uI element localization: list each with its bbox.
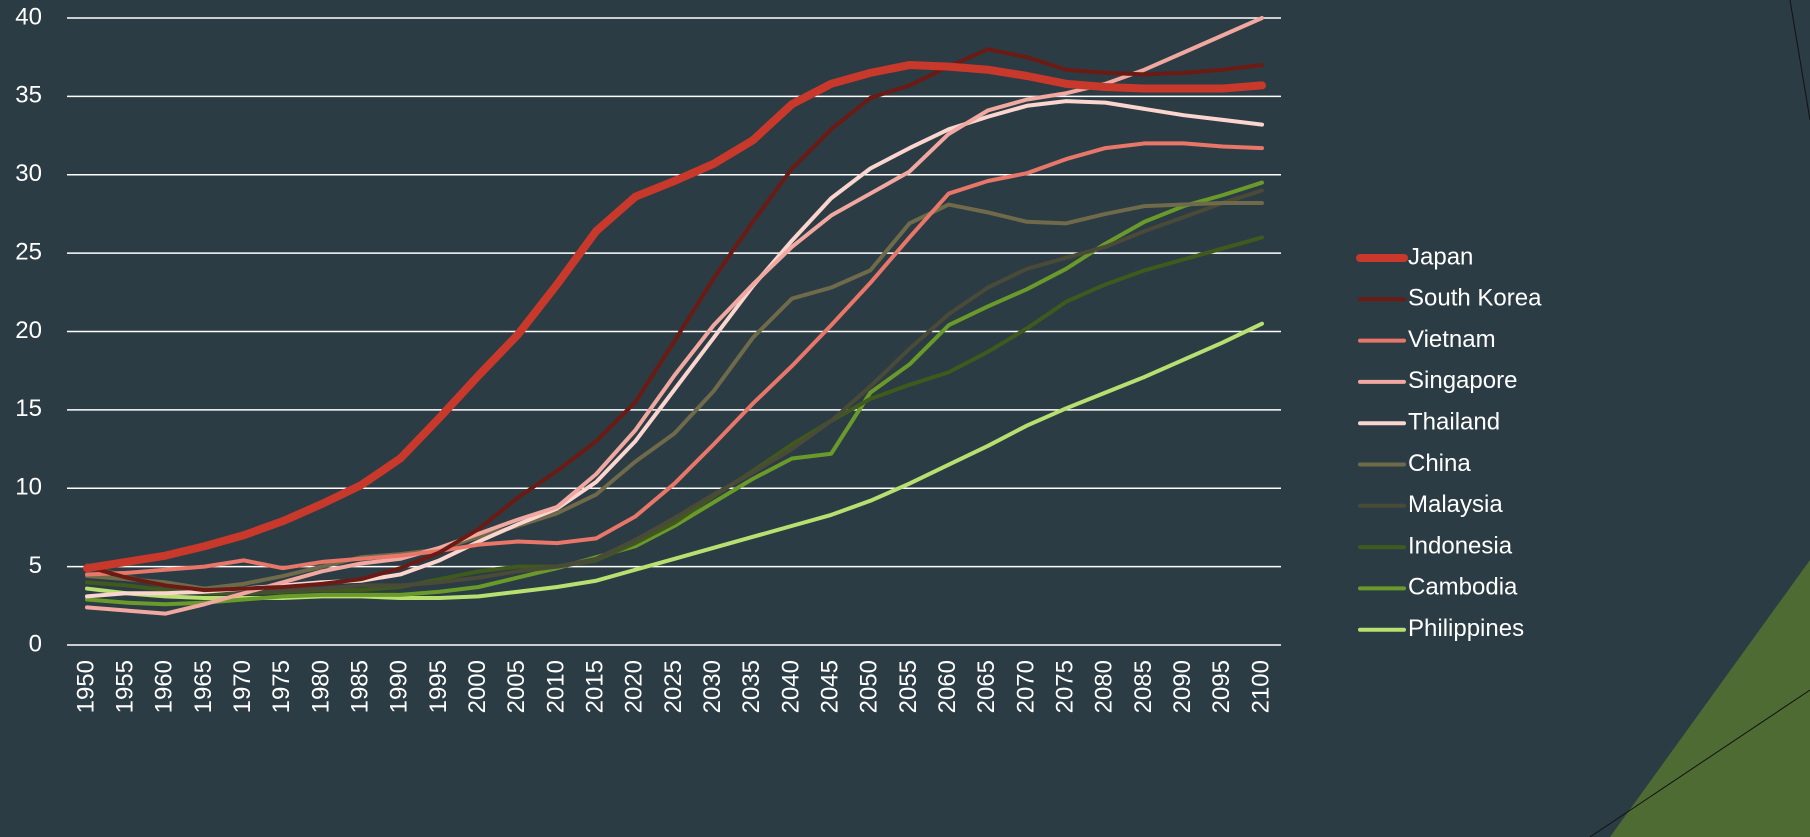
x-tick-label: 2055 bbox=[895, 660, 922, 713]
x-tick-label: 2010 bbox=[542, 660, 569, 713]
x-tick-label: 2040 bbox=[777, 660, 804, 713]
series-line bbox=[85, 16, 1264, 616]
legend-label: Vietnam bbox=[1408, 326, 1496, 353]
x-tick-label: 1975 bbox=[268, 660, 295, 713]
decor-line bbox=[1589, 689, 1810, 837]
x-tick-label: 1965 bbox=[190, 660, 217, 713]
x-tick-label: 2085 bbox=[1130, 660, 1157, 713]
series-line bbox=[83, 61, 1266, 573]
x-tick-label: 1970 bbox=[229, 660, 256, 713]
y-tick-label: 10 bbox=[15, 474, 42, 501]
series-line bbox=[85, 321, 1264, 600]
legend-label: China bbox=[1408, 450, 1471, 477]
series-line bbox=[85, 235, 1264, 596]
legend-label: Cambodia bbox=[1408, 574, 1518, 601]
x-tick-label: 1980 bbox=[307, 660, 334, 713]
y-tick-label: 0 bbox=[29, 630, 42, 657]
legend-label: Singapore bbox=[1408, 367, 1517, 394]
y-tick-label: 35 bbox=[15, 82, 42, 109]
legend-label: South Korea bbox=[1408, 285, 1542, 312]
x-tick-label: 2090 bbox=[1169, 660, 1196, 713]
x-tick-label: 1950 bbox=[72, 660, 99, 713]
x-tick-label: 2050 bbox=[856, 660, 883, 713]
series-line bbox=[85, 200, 1264, 591]
x-tick-label: 1955 bbox=[112, 660, 139, 713]
legend-label: Japan bbox=[1408, 243, 1473, 270]
x-tick-label: 2015 bbox=[582, 660, 609, 713]
x-tick-label: 2100 bbox=[1247, 660, 1274, 713]
y-tick-label: 20 bbox=[15, 317, 42, 344]
y-tick-label: 25 bbox=[15, 238, 42, 265]
series-line bbox=[85, 180, 1264, 607]
decor-line bbox=[1789, 0, 1810, 121]
x-tick-label: 1985 bbox=[347, 660, 374, 713]
legend-label: Thailand bbox=[1408, 409, 1500, 436]
x-tick-label: 2095 bbox=[1208, 660, 1235, 713]
decor-triangle bbox=[1610, 560, 1810, 837]
y-tick-label: 40 bbox=[15, 3, 42, 30]
legend-label: Malaysia bbox=[1408, 491, 1503, 518]
x-tick-label: 2070 bbox=[1012, 660, 1039, 713]
series-line bbox=[85, 188, 1264, 594]
x-tick-label: 2080 bbox=[1091, 660, 1118, 713]
y-tick-label: 5 bbox=[29, 552, 42, 579]
plot bbox=[83, 16, 1266, 616]
x-tick-label: 2035 bbox=[738, 660, 765, 713]
legend: Japan South Korea Vietnam Singapore Thailand… bbox=[1356, 243, 1542, 642]
x-tick-label: 1990 bbox=[386, 660, 413, 713]
x-tick-label: 1995 bbox=[425, 660, 452, 713]
y-tick-label: 15 bbox=[15, 395, 42, 422]
x-tick-label: 2005 bbox=[503, 660, 530, 713]
x-tick-label: 1960 bbox=[151, 660, 178, 713]
x-tick-label: 2060 bbox=[934, 660, 961, 713]
legend-label: Indonesia bbox=[1408, 532, 1513, 559]
x-tick-label: 2030 bbox=[699, 660, 726, 713]
series-line bbox=[85, 47, 1264, 593]
x-tick-label: 2045 bbox=[817, 660, 844, 713]
x-tick-label: 2075 bbox=[1052, 660, 1079, 713]
series-line bbox=[85, 141, 1264, 577]
x-tick-label: 2000 bbox=[464, 660, 491, 713]
x-tick-label: 2065 bbox=[973, 660, 1000, 713]
x-tick-label: 2025 bbox=[660, 660, 687, 713]
x-tick-label: 2020 bbox=[621, 660, 648, 713]
legend-label: Philippines bbox=[1408, 615, 1524, 642]
y-tick-label: 30 bbox=[15, 160, 42, 187]
